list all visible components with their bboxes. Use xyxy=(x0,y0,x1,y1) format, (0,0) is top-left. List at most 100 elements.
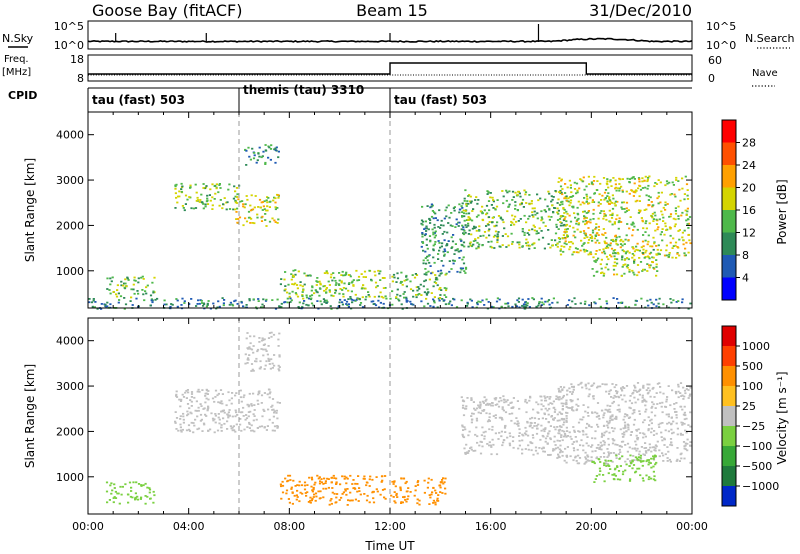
heatmap-cell xyxy=(507,205,510,208)
heatmap-cell xyxy=(532,215,535,218)
heatmap-cell xyxy=(195,305,198,307)
heatmap-cell xyxy=(117,492,120,495)
heatmap-cell xyxy=(531,228,534,231)
heatmap-cell xyxy=(279,283,282,286)
heatmap-cell xyxy=(392,483,395,485)
heatmap-cell xyxy=(431,228,434,231)
heatmap-cell xyxy=(603,215,606,218)
heatmap-cell xyxy=(627,424,630,427)
heatmap-cell xyxy=(108,289,111,291)
heatmap-cell xyxy=(583,188,586,191)
heatmap-cell xyxy=(624,460,627,463)
heatmap-cell xyxy=(641,240,645,243)
heatmap-cell xyxy=(676,246,679,248)
heatmap-cell xyxy=(589,236,592,239)
heatmap-cell xyxy=(560,245,563,248)
heatmap-cell xyxy=(190,405,193,407)
heatmap-cell xyxy=(585,212,588,214)
heatmap-cell xyxy=(521,298,524,301)
heatmap-cell xyxy=(426,255,429,258)
heatmap-cell xyxy=(114,490,117,493)
colorbar-frame xyxy=(721,325,737,507)
heatmap-cell xyxy=(438,484,441,487)
heatmap-cell xyxy=(206,393,209,395)
heatmap-cell xyxy=(577,223,580,226)
heatmap-cell xyxy=(556,396,559,399)
heatmap-cell xyxy=(601,409,604,412)
colorbar-swatch xyxy=(722,426,736,446)
heatmap-cell xyxy=(427,254,430,257)
heatmap-cell xyxy=(354,300,357,302)
heatmap-cell xyxy=(529,441,532,443)
heatmap-cell xyxy=(533,226,536,228)
heatmap-cell xyxy=(586,198,589,200)
heatmap-cell xyxy=(651,256,654,259)
heatmap-cell xyxy=(631,189,634,192)
heatmap-cell xyxy=(656,270,659,272)
heatmap-cell xyxy=(140,276,143,279)
heatmap-cell xyxy=(343,282,346,285)
heatmap-cell xyxy=(587,239,591,241)
heatmap-cell xyxy=(678,460,681,462)
heatmap-cell xyxy=(334,289,337,292)
heatmap-cell xyxy=(534,446,538,449)
heatmap-cell xyxy=(123,282,126,285)
heatmap-cell xyxy=(261,415,264,418)
heatmap-cell xyxy=(683,252,686,255)
heatmap-cell xyxy=(598,298,601,300)
heatmap-cell xyxy=(623,431,626,434)
heatmap-cell xyxy=(471,227,474,230)
heatmap-cell xyxy=(364,276,367,278)
heatmap-cell xyxy=(202,187,205,189)
heatmap-cell xyxy=(268,396,271,399)
heatmap-cell xyxy=(514,208,517,210)
heatmap-cell xyxy=(395,281,398,283)
heatmap-cell xyxy=(592,180,596,182)
heatmap-cell xyxy=(434,217,437,219)
heatmap-cell xyxy=(179,405,182,408)
heatmap-cell xyxy=(551,301,554,304)
heatmap-cell xyxy=(472,208,475,210)
heatmap-cell xyxy=(675,460,678,462)
heatmap-cell xyxy=(156,297,159,300)
heatmap-cell xyxy=(606,424,609,427)
heatmap-cell xyxy=(444,487,447,490)
heatmap-cell xyxy=(198,201,201,203)
heatmap-cell xyxy=(262,339,265,341)
heatmap-cell xyxy=(652,455,655,458)
heatmap-cell xyxy=(631,256,634,259)
heatmap-cell xyxy=(284,301,287,303)
heatmap-cell xyxy=(657,244,660,247)
heatmap-cell xyxy=(566,389,569,392)
heatmap-cell xyxy=(445,272,448,275)
heatmap-cell xyxy=(306,274,309,277)
heatmap-cell xyxy=(566,304,569,306)
heatmap-cell xyxy=(624,211,627,214)
heatmap-cell xyxy=(199,419,202,422)
heatmap-cell xyxy=(338,272,341,274)
heatmap-cell xyxy=(485,298,488,301)
heatmap-cell xyxy=(277,364,280,367)
heatmap-cell xyxy=(620,445,623,448)
heatmap-cell xyxy=(579,249,582,252)
heatmap-cell xyxy=(684,247,687,250)
heatmap-cell xyxy=(686,194,689,197)
colorbar-swatch xyxy=(722,446,736,466)
heatmap-cell xyxy=(144,290,147,293)
heatmap-cell xyxy=(348,282,351,284)
heatmap-cell xyxy=(648,389,651,392)
heatmap-cell xyxy=(426,205,429,207)
heatmap-cell xyxy=(199,199,202,201)
heatmap-cell xyxy=(618,410,621,413)
heatmap-cell xyxy=(661,452,664,455)
heatmap-cell xyxy=(395,297,398,300)
heatmap-cell xyxy=(547,403,550,406)
heatmap-cell xyxy=(573,297,576,300)
heatmap-cell xyxy=(433,281,436,283)
heatmap-cell xyxy=(621,398,624,401)
heatmap-cell xyxy=(615,273,619,276)
heatmap-cell xyxy=(645,408,648,411)
heatmap-cell xyxy=(258,341,261,343)
heatmap-cell xyxy=(492,235,496,238)
heatmap-cell xyxy=(576,248,579,250)
